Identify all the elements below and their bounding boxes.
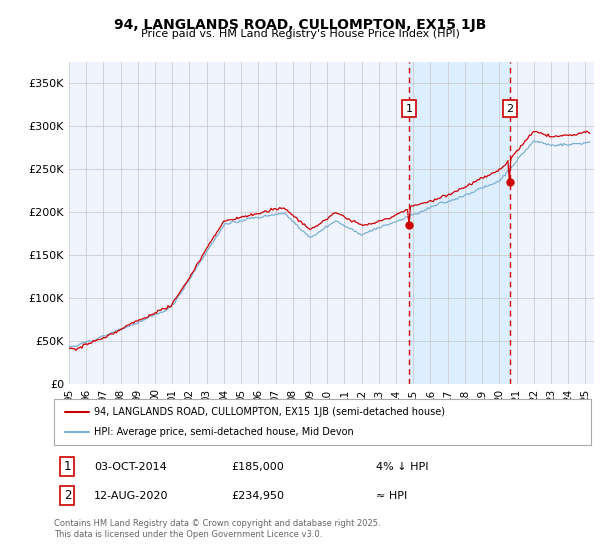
Text: Contains HM Land Registry data © Crown copyright and database right 2025.
This d: Contains HM Land Registry data © Crown c…	[54, 519, 380, 539]
Text: 12-AUG-2020: 12-AUG-2020	[94, 491, 169, 501]
Text: 2: 2	[64, 489, 71, 502]
Bar	[409, 62, 509, 384]
Text: 94, LANGLANDS ROAD, CULLOMPTON, EX15 1JB: 94, LANGLANDS ROAD, CULLOMPTON, EX15 1JB	[114, 18, 486, 32]
Text: 4% ↓ HPI: 4% ↓ HPI	[376, 461, 428, 472]
Text: 2: 2	[506, 104, 513, 114]
Text: 1: 1	[64, 460, 71, 473]
Text: 1: 1	[406, 104, 412, 114]
Text: £234,950: £234,950	[231, 491, 284, 501]
Text: ≈ HPI: ≈ HPI	[376, 491, 407, 501]
Text: 94, LANGLANDS ROAD, CULLOMPTON, EX15 1JB (semi-detached house): 94, LANGLANDS ROAD, CULLOMPTON, EX15 1JB…	[94, 407, 445, 417]
Text: HPI: Average price, semi-detached house, Mid Devon: HPI: Average price, semi-detached house,…	[94, 427, 354, 437]
Text: £185,000: £185,000	[231, 461, 284, 472]
Text: 03-OCT-2014: 03-OCT-2014	[94, 461, 167, 472]
Text: Price paid vs. HM Land Registry's House Price Index (HPI): Price paid vs. HM Land Registry's House …	[140, 29, 460, 39]
